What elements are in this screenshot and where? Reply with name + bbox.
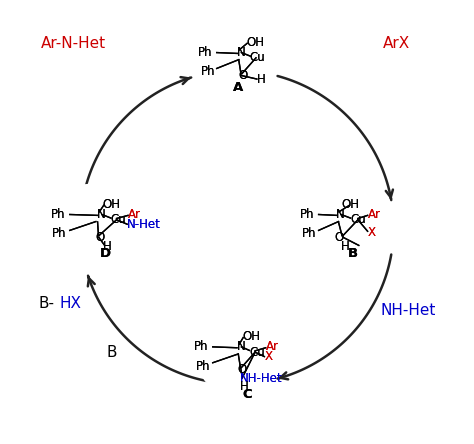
Text: Cu: Cu	[250, 52, 265, 64]
Text: B: B	[348, 247, 358, 260]
Text: O: O	[237, 363, 246, 377]
Text: Ph: Ph	[52, 227, 66, 240]
Text: A: A	[233, 81, 243, 95]
Text: N: N	[97, 208, 106, 221]
Text: O: O	[237, 363, 246, 377]
Text: N-Het: N-Het	[127, 218, 161, 231]
Text: B-: B-	[38, 296, 55, 311]
Text: OH: OH	[246, 36, 264, 49]
Text: Ph: Ph	[300, 208, 315, 221]
Text: O: O	[95, 231, 104, 244]
Text: X: X	[368, 226, 375, 238]
Text: Ar: Ar	[128, 208, 141, 221]
Text: OH: OH	[242, 330, 260, 343]
Text: D: D	[100, 247, 110, 260]
Text: Ar: Ar	[266, 341, 279, 353]
Text: OH: OH	[102, 198, 120, 211]
Circle shape	[197, 23, 277, 102]
Text: ArX: ArX	[383, 36, 410, 51]
Text: OH: OH	[341, 198, 359, 211]
Text: Ph: Ph	[300, 208, 315, 221]
Text: Cu: Cu	[249, 346, 264, 359]
Text: Cu: Cu	[110, 213, 126, 226]
Text: N: N	[237, 341, 246, 353]
Text: B: B	[106, 345, 117, 360]
Text: Ph: Ph	[201, 65, 215, 79]
Text: Ph: Ph	[301, 227, 316, 240]
Text: N: N	[237, 46, 246, 59]
Circle shape	[311, 185, 391, 264]
Text: N-Het: N-Het	[127, 218, 161, 231]
Text: X: X	[264, 350, 273, 363]
Text: A: A	[233, 81, 243, 95]
Text: Ph: Ph	[194, 341, 208, 353]
Text: OH: OH	[242, 330, 260, 343]
Text: O: O	[95, 231, 104, 244]
Text: N: N	[237, 341, 246, 353]
Text: D: D	[100, 247, 110, 260]
Text: HX: HX	[60, 296, 82, 311]
Text: Ar: Ar	[128, 208, 141, 221]
Text: C: C	[242, 388, 252, 400]
Text: H: H	[341, 240, 350, 253]
Text: Cu: Cu	[110, 213, 126, 226]
Text: Ph: Ph	[51, 208, 65, 221]
Text: Ar: Ar	[266, 341, 279, 353]
Text: Ph: Ph	[301, 227, 316, 240]
Text: X: X	[264, 350, 273, 363]
Text: Ph: Ph	[201, 65, 215, 79]
Text: N: N	[336, 208, 345, 221]
Text: O: O	[335, 231, 344, 244]
Text: H: H	[103, 240, 111, 253]
Text: N: N	[336, 208, 345, 221]
Text: X: X	[368, 226, 375, 238]
Text: Ph: Ph	[198, 46, 213, 59]
Text: B: B	[348, 247, 358, 260]
Text: C: C	[242, 388, 252, 400]
Text: Ph: Ph	[196, 360, 210, 373]
Text: OH: OH	[246, 36, 264, 49]
Text: O: O	[335, 231, 344, 244]
Text: H: H	[240, 380, 249, 393]
Text: OH: OH	[102, 198, 120, 211]
Circle shape	[51, 185, 130, 264]
Text: H: H	[240, 380, 249, 393]
Text: OH: OH	[341, 198, 359, 211]
Text: Cu: Cu	[250, 52, 265, 64]
Text: Ph: Ph	[198, 46, 213, 59]
Text: H: H	[257, 73, 265, 87]
Text: N: N	[237, 46, 246, 59]
Text: Ar: Ar	[368, 208, 381, 221]
Text: Ar: Ar	[368, 208, 381, 221]
Text: Cu: Cu	[249, 346, 264, 359]
Text: Ph: Ph	[196, 360, 210, 373]
Text: H: H	[257, 73, 265, 87]
Text: NH-Het: NH-Het	[240, 372, 283, 385]
Text: NH-Het: NH-Het	[381, 303, 436, 318]
Text: O: O	[238, 69, 247, 82]
Text: N: N	[97, 208, 106, 221]
Text: O: O	[238, 69, 247, 82]
Text: H: H	[103, 240, 111, 253]
Text: Ph: Ph	[52, 227, 66, 240]
Text: Ph: Ph	[194, 341, 208, 353]
Circle shape	[197, 317, 277, 396]
Text: NH-Het: NH-Het	[240, 372, 283, 385]
Text: Ph: Ph	[51, 208, 65, 221]
Text: Cu: Cu	[350, 213, 366, 226]
Text: Cu: Cu	[350, 213, 366, 226]
Text: H: H	[341, 240, 350, 253]
Text: Ar-N-Het: Ar-N-Het	[41, 36, 106, 51]
